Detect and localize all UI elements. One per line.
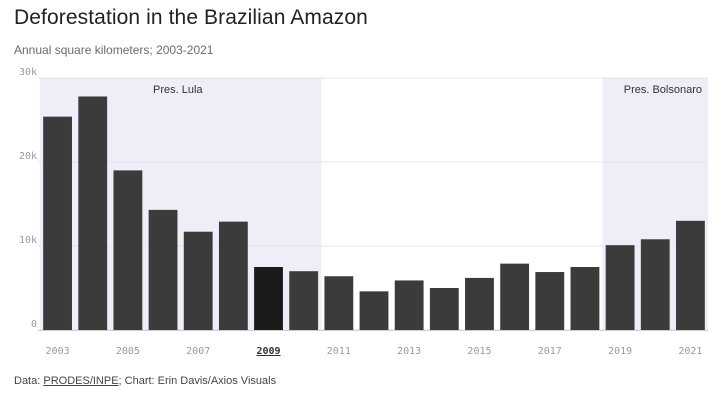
bar-2007 (183, 231, 213, 330)
x-tick-label-2021: 2021 (678, 346, 702, 357)
bar-2006 (148, 209, 178, 330)
annotation-label-1: Pres. Bolsonaro (624, 84, 702, 96)
y-tick-label-20k: 20k (19, 151, 37, 162)
bar-2018 (570, 267, 600, 330)
bar-2016 (500, 263, 530, 330)
x-tick-label-2013: 2013 (397, 346, 421, 357)
x-tick-label-2019: 2019 (608, 346, 632, 357)
chart-title: Deforestation in the Brazilian Amazon (14, 6, 368, 29)
bar-2020 (640, 239, 670, 330)
bar-2003 (43, 116, 72, 330)
chart-footer: Data: PRODES/INPE; Chart: Erin Davis/Axi… (14, 375, 276, 387)
bar-2015 (465, 277, 494, 330)
source-link[interactable]: PRODES/INPE (43, 375, 119, 387)
bar-2017 (535, 272, 565, 330)
x-tick-label-2015: 2015 (467, 346, 491, 357)
footer-prefix: Data: (14, 375, 44, 387)
footer-credit: ; Chart: Erin Davis/Axios Visuals (118, 375, 277, 387)
bar-chart: Pres. Lula Pres. Bolsonaro 0 10k 20k 30k 2003 2… (19, 67, 708, 357)
bar-2009 (254, 267, 283, 330)
bar-2005 (113, 170, 143, 330)
x-tick-label-2017: 2017 (538, 346, 562, 357)
chart-subtitle: Annual square kilometers; 2003-2021 (14, 43, 214, 57)
y-tick-label-30k: 30k (19, 67, 37, 78)
x-tick-label-2011: 2011 (327, 346, 351, 357)
bar-2013 (394, 280, 424, 330)
annotation-label-0: Pres. Lula (153, 84, 203, 96)
x-tick-label-2007: 2007 (186, 346, 210, 357)
y-tick-label-0: 0 (31, 319, 37, 330)
bar-2021 (676, 220, 705, 330)
bar-2010 (289, 271, 319, 330)
x-tick-label-2009: 2009 (256, 346, 280, 357)
bar-2019 (605, 245, 635, 330)
bar-2008 (218, 221, 248, 330)
bar-2011 (324, 276, 354, 330)
x-tick-label-2005: 2005 (116, 346, 140, 357)
bar-2014 (429, 288, 459, 330)
x-tick-label-2003: 2003 (46, 346, 70, 357)
y-tick-label-10k: 10k (19, 235, 37, 246)
bar-2004 (78, 96, 108, 330)
bar-2012 (359, 291, 389, 330)
